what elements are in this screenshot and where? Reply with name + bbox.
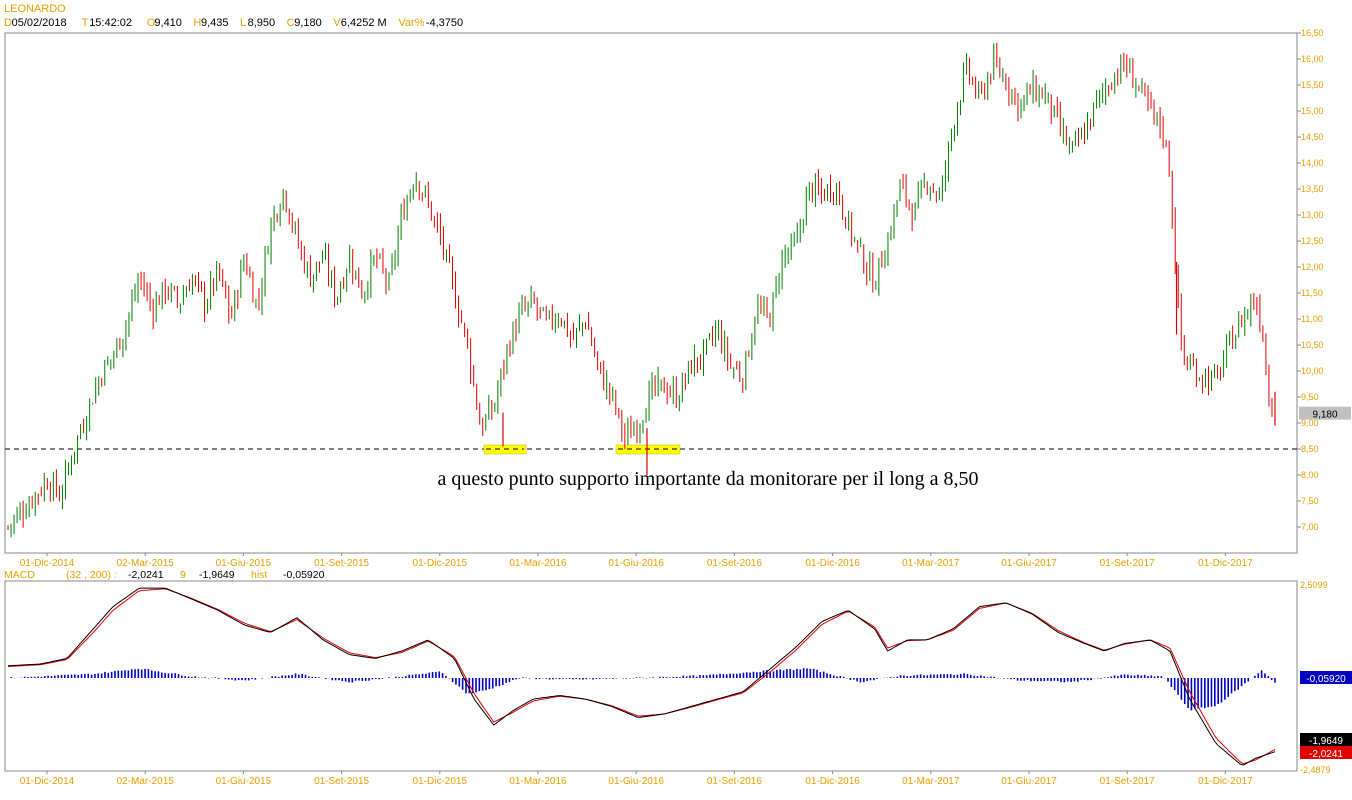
- macd-x-tick-label: 01-Dic-2016: [805, 776, 860, 787]
- price-x-tick-label: 01-Giu-2016: [608, 558, 664, 569]
- price-x-tick-label: 02-Mar-2015: [117, 558, 175, 569]
- macd-x-tick-label: 01-Dic-2014: [20, 776, 75, 787]
- header-field-label: D: [4, 17, 12, 29]
- macd-legend-item: -2,0241: [128, 569, 164, 581]
- price-x-tick-label: 01-Set-2015: [314, 558, 369, 569]
- macd-panel: [4, 580, 1298, 772]
- price-y-tick-label: 14,50: [1301, 132, 1324, 142]
- price-y-tick-label: 10,50: [1301, 340, 1324, 350]
- macd-legend-item: hist: [251, 569, 267, 581]
- macd-value-tag-label: -2,0241: [1309, 749, 1343, 760]
- hist-value-tag-label: -0,05920: [1306, 674, 1346, 685]
- price-y-tick-label: 13,00: [1301, 210, 1324, 220]
- symbol-title: LEONARDO: [4, 3, 66, 15]
- macd-x-tick-label: 01-Mar-2017: [902, 776, 960, 787]
- signal-value-tag-box: [1300, 733, 1352, 746]
- header-field-value: 9,435: [201, 17, 229, 29]
- macd-lines: [7, 587, 1276, 766]
- price-x-axis: 01-Dic-2014 02-Mar-2015 01-Giu-2015 01-Set-…: [20, 553, 1253, 569]
- support-line: [5, 444, 1297, 455]
- price-y-tick-label: 15,50: [1301, 80, 1324, 90]
- price-x-tick-label: 01-Dic-2015: [413, 558, 468, 569]
- macd-y-tick-label: 2,5099: [1300, 580, 1328, 590]
- header-field-label: Var%: [398, 17, 424, 29]
- header-field-value: -4,3750: [426, 17, 463, 29]
- signal-value-tag-label: -1,9649: [1309, 736, 1343, 747]
- header-field-label: T: [82, 17, 89, 29]
- macd-legend-item: -1,9649: [199, 569, 235, 581]
- signal-line: [7, 588, 1276, 765]
- header-field-value: 05/02/2018: [12, 17, 67, 29]
- macd-x-tick-label: 02-Mar-2015: [117, 776, 175, 787]
- price-y-tick-label: 11,50: [1301, 288, 1323, 298]
- price-y-tick-label: 14,00: [1301, 158, 1324, 168]
- header-field-value: 15:42:02: [89, 17, 132, 29]
- price-y-tick-label: 9,50: [1301, 392, 1319, 402]
- last-price-label: 9,180: [1312, 410, 1337, 421]
- price-y-tick-label: 16,00: [1301, 54, 1324, 64]
- macd-x-tick-label: 01-Giu-2015: [216, 776, 272, 787]
- macd-legend: MACD (32 , 200) : -2,0241 9 -1,9649 hist -0,05…: [4, 569, 325, 581]
- ohlc-header: D 05/02/2018 T 15:42:02 O 9,410 H 9,435 L 8,950 C 9…: [4, 17, 463, 29]
- header-field-label: C: [287, 17, 295, 29]
- price-x-tick-label: 01-Dic-2017: [1198, 558, 1253, 569]
- macd-x-tick-label: 01-Set-2016: [707, 776, 762, 787]
- price-x-tick-label: 01-Dic-2014: [20, 558, 75, 569]
- price-y-tick-label: 7,00: [1301, 522, 1319, 532]
- macd-x-tick-label: 01-Giu-2017: [1001, 776, 1057, 787]
- last-price-tag: 9,180: [1299, 406, 1351, 421]
- macd-legend-item: -0,05920: [283, 569, 325, 581]
- macd-x-axis: 01-Dic-2014 02-Mar-2015 01-Giu-2015 01-Set-…: [20, 771, 1253, 787]
- price-x-tick-label: 01-Mar-2016: [509, 558, 567, 569]
- macd-legend-item: 9: [180, 569, 186, 581]
- price-y-tick-label: 9,00: [1301, 418, 1319, 428]
- macd-x-tick-label: 01-Mar-2016: [509, 776, 567, 787]
- price-y-tick-label: 10,00: [1301, 366, 1324, 376]
- price-y-tick-label: 16,50: [1301, 28, 1324, 38]
- price-candles: [7, 42, 1276, 538]
- price-y-tick-label: 11,00: [1301, 314, 1323, 324]
- macd-line: [7, 587, 1276, 766]
- price-x-tick-label: 01-Dic-2016: [805, 558, 860, 569]
- price-x-tick-label: 01-Giu-2015: [216, 558, 272, 569]
- macd-y-axis: 2,5099 -2,4879: [1300, 580, 1331, 775]
- price-x-tick-label: 01-Set-2016: [707, 558, 762, 569]
- macd-x-tick-label: 01-Giu-2016: [608, 776, 664, 787]
- macd-value-tags: -0,05920 -1,9649 -2,0241: [1300, 671, 1352, 760]
- header-field-label: O: [147, 17, 156, 29]
- price-y-tick-label: 12,50: [1301, 236, 1324, 246]
- price-y-tick-label: 12,00: [1301, 262, 1324, 272]
- macd-legend-item: (32 , 200) :: [66, 569, 117, 581]
- price-y-tick-label: 13,50: [1301, 184, 1324, 194]
- header-field-value: 9,180: [294, 17, 322, 29]
- support-annotation: a questo punto supporto importante da mo…: [438, 468, 979, 490]
- macd-x-tick-label: 01-Dic-2015: [413, 776, 468, 787]
- header-field-value: 6,4252 M: [341, 17, 387, 29]
- header-field-value: 9,410: [154, 17, 182, 29]
- macd-x-tick-label: 01-Set-2017: [1100, 776, 1155, 787]
- price-x-tick-label: 01-Set-2017: [1100, 558, 1155, 569]
- macd-histogram: [7, 668, 1276, 711]
- price-y-tick-label: 15,00: [1301, 106, 1324, 116]
- header-field-label: H: [193, 17, 201, 29]
- price-x-tick-label: 01-Mar-2017: [902, 558, 960, 569]
- macd-legend-item: MACD: [4, 569, 35, 581]
- header-field-value: 8,950: [248, 17, 276, 29]
- macd-x-tick-label: 01-Set-2015: [314, 776, 369, 787]
- macd-value-tag-box: [1300, 746, 1352, 759]
- price-y-tick-label: 8,00: [1301, 470, 1319, 480]
- price-y-tick-label: 7,50: [1301, 496, 1319, 506]
- header-field-label: L: [240, 17, 246, 29]
- price-y-tick-label: 8,50: [1301, 444, 1319, 454]
- macd-y-tick-label: -2,4879: [1300, 765, 1331, 775]
- hist-value-tag-box: [1300, 671, 1352, 684]
- macd-x-tick-label: 01-Dic-2017: [1198, 776, 1253, 787]
- price-y-axis: 16,50 16,00 15,50 15,00 14,50 14,00 13,50 13,00…: [1297, 28, 1324, 532]
- header-field-label: V: [333, 17, 341, 29]
- last-price-box: [1299, 406, 1351, 420]
- price-x-tick-label: 01-Giu-2017: [1001, 558, 1057, 569]
